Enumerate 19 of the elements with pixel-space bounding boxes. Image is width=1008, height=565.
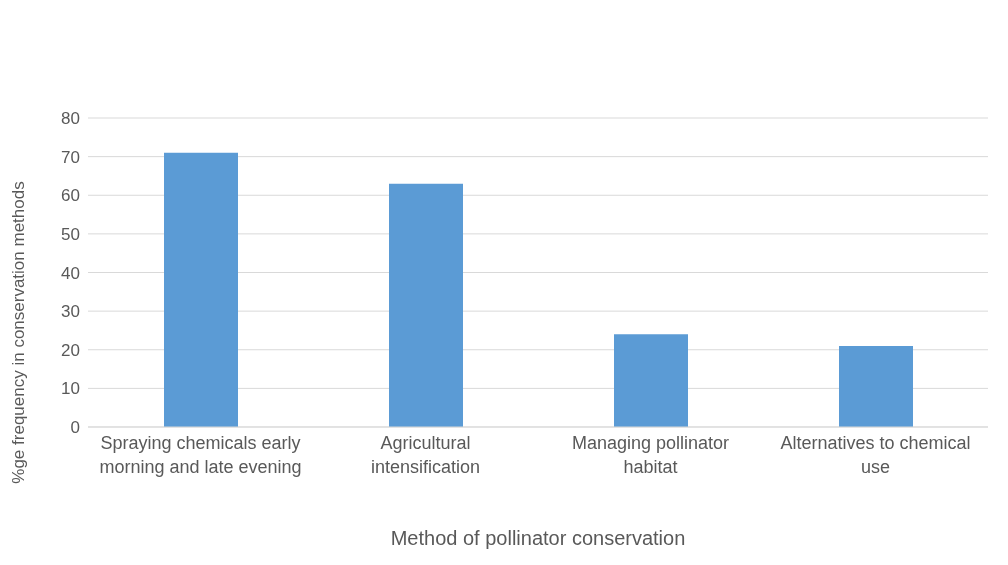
y-tick-label: 80 <box>61 109 80 129</box>
x-axis-title: Method of pollinator conservation <box>390 527 686 549</box>
bar <box>164 152 238 427</box>
y-tick-label: 10 <box>61 379 80 399</box>
y-axis-title: %ge frequency in conservation methods <box>9 181 29 484</box>
x-tick-label: Managing pollinator habitat <box>571 433 730 477</box>
y-tick-label: 20 <box>61 340 80 360</box>
y-tick-label: 50 <box>61 224 80 244</box>
x-tick-label: Spraying chemicals early morning and late evening <box>99 433 302 477</box>
y-tick-label: 70 <box>61 147 80 167</box>
y-tick-label: 30 <box>61 302 80 322</box>
bar <box>389 183 463 427</box>
bar <box>839 345 913 427</box>
x-tick-label: Alternatives to chemical use <box>780 433 971 477</box>
bar <box>614 334 688 427</box>
y-tick-label: 0 <box>70 418 80 438</box>
y-tick-label: 60 <box>61 186 80 206</box>
y-tick-label: 40 <box>61 263 80 283</box>
x-tick-label: Agricultural intensification <box>370 433 481 477</box>
